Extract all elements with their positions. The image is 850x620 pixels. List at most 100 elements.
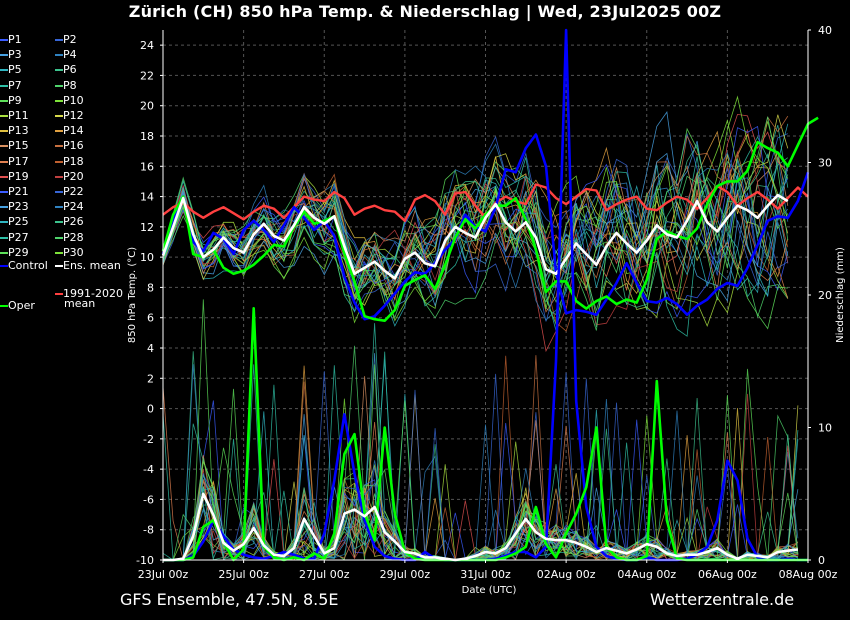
legend-label: P9 xyxy=(8,93,22,107)
legend-item-p19: P19 xyxy=(0,169,29,184)
legend-swatch xyxy=(55,236,63,239)
legend-swatch xyxy=(0,236,8,239)
legend-label: P25 xyxy=(8,215,29,229)
legend-swatch xyxy=(55,115,63,117)
legend-item-p30: P30 xyxy=(55,245,84,260)
x-tick-label: 25Jul 00z xyxy=(218,568,269,581)
legend-label: mean xyxy=(64,297,96,310)
y-axis-title: 850 hPa Temp. (°C) xyxy=(127,247,138,343)
x-tick-label: 29Jul 00z xyxy=(380,568,431,581)
y-tick-label: 12 xyxy=(140,221,154,234)
legend-item-p29: P29 xyxy=(0,245,29,260)
legend-item-climate-mean: 1991-2020 xyxy=(55,286,123,301)
chart-title: Zürich (CH) 850 hPa Temp. & Niederschlag… xyxy=(128,2,722,21)
legend-swatch xyxy=(0,160,8,163)
legend-swatch xyxy=(0,69,8,72)
legend-swatch xyxy=(55,175,63,178)
legend-item-p21: P21 xyxy=(0,184,29,199)
legend-item-ens-mean: Ens. mean xyxy=(55,258,121,273)
legend-item-p2: P2 xyxy=(55,32,77,47)
x-tick-label: 06Aug 00z xyxy=(698,568,757,581)
legend-label: P10 xyxy=(63,93,84,107)
y-tick-label: 20 xyxy=(140,100,154,113)
legend-swatch xyxy=(0,265,8,267)
legend-item-p8: P8 xyxy=(55,78,77,93)
legend-item-p4: P4 xyxy=(55,47,77,62)
legend-label: P26 xyxy=(63,215,84,229)
y-tick-label: -10 xyxy=(136,554,154,567)
ens-mean-temp-line xyxy=(161,193,789,280)
legend-item-p5: P5 xyxy=(0,62,22,77)
x-tick-label: 27Jul 00z xyxy=(299,568,350,581)
legend-label: Oper xyxy=(8,299,35,312)
legend-swatch xyxy=(55,251,63,254)
ensemble-temp-line xyxy=(162,152,789,308)
legend-item-p20: P20 xyxy=(55,169,84,184)
footer-site-credit: Wetterzentrale.de xyxy=(650,590,795,609)
legend-label: P21 xyxy=(8,185,29,198)
y-tick-label: 2 xyxy=(147,372,154,385)
legend-swatch xyxy=(0,115,8,117)
x-tick-label: 04Aug 00z xyxy=(617,568,676,581)
legend-label: P8 xyxy=(63,78,77,92)
legend-label: P14 xyxy=(63,124,84,138)
footer-model-location: GFS Ensemble, 47.5N, 8.5E xyxy=(120,590,339,609)
legend-item-p27: P27 xyxy=(0,230,29,245)
legend-item-p1: P1 xyxy=(0,32,22,47)
legend-item-p18: P18 xyxy=(55,154,84,169)
legend-item-climate-mean-suffix: mean xyxy=(64,296,95,311)
legend-label: P27 xyxy=(8,230,29,244)
legend-swatch xyxy=(55,265,63,267)
main-lines xyxy=(161,28,819,562)
y-tick-label: 6 xyxy=(147,312,154,325)
legend-swatch xyxy=(55,130,63,133)
legend-label: P12 xyxy=(63,109,84,122)
x-tick-label: 23Jul 00z xyxy=(138,568,189,581)
legend-swatch xyxy=(55,99,63,102)
legend-item-p14: P14 xyxy=(55,123,84,138)
legend-item-p6: P6 xyxy=(55,62,77,77)
legend-swatch xyxy=(0,251,8,254)
legend-swatch xyxy=(55,206,63,209)
legend-item-p11: P11 xyxy=(0,108,29,123)
legend-item-p10: P10 xyxy=(55,93,84,108)
y-tick-label: 4 xyxy=(147,342,154,355)
legend-swatch xyxy=(0,305,8,307)
legend-item-p9: P9 xyxy=(0,93,22,108)
ensemble-temp-line xyxy=(162,143,789,281)
legend-swatch xyxy=(55,84,63,87)
y-tick-label: 14 xyxy=(140,191,154,204)
legend-label: P30 xyxy=(63,245,84,259)
legend-item-p12: P12 xyxy=(55,108,84,123)
legend-label: P11 xyxy=(8,109,29,122)
legend-item-p13: P13 xyxy=(0,123,29,138)
legend-swatch xyxy=(55,191,63,193)
legend-item-p22: P22 xyxy=(55,184,84,199)
legend-swatch xyxy=(55,54,63,57)
y-tick-label: -6 xyxy=(143,493,154,506)
legend-label: P28 xyxy=(63,230,84,244)
y2-tick-label: 0 xyxy=(818,554,825,567)
ensemble-temp-line xyxy=(162,125,789,318)
legend-label: P15 xyxy=(8,139,29,153)
axes: -10-8-6-4-202468101214161820222401020304… xyxy=(127,24,846,596)
legend-item-oper: Oper xyxy=(0,298,35,313)
ensemble-temp-line xyxy=(162,176,789,313)
y2-tick-label: 40 xyxy=(818,24,832,37)
ensemble-temp-line xyxy=(162,143,789,312)
ensemble-lines xyxy=(162,95,799,561)
legend-swatch xyxy=(55,160,63,163)
y-tick-label: -2 xyxy=(143,433,154,446)
y-tick-label: 8 xyxy=(147,281,154,294)
legend-label: P22 xyxy=(63,185,84,198)
legend-swatch xyxy=(0,39,8,41)
legend-label: P13 xyxy=(8,124,29,138)
legend-swatch xyxy=(55,221,63,224)
legend-swatch xyxy=(55,69,63,72)
legend-item-p23: P23 xyxy=(0,199,29,214)
legend-swatch xyxy=(55,293,63,295)
legend-label: P24 xyxy=(63,200,84,214)
legend-swatch xyxy=(55,145,63,148)
legend-swatch xyxy=(0,175,8,178)
